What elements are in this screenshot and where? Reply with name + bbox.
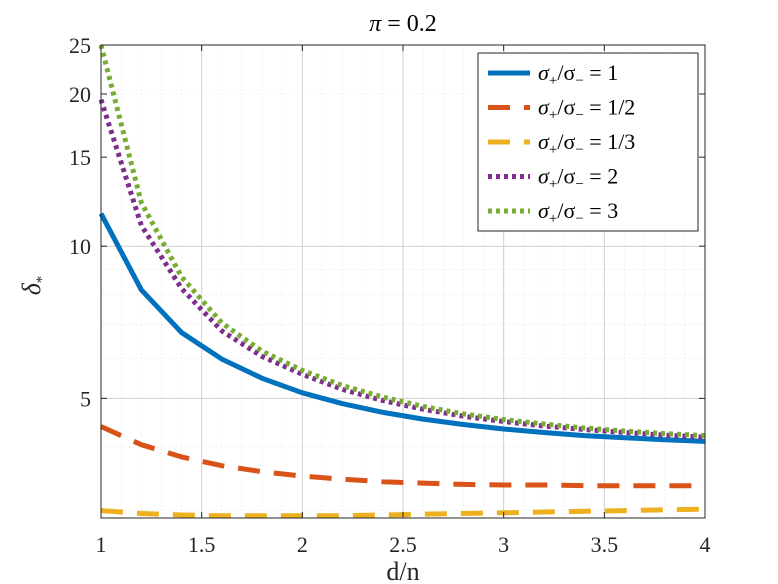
legend-label-5: σ+/σ− = 3	[538, 198, 618, 227]
series-line-4	[98, 98, 706, 440]
legend-label-3: σ+/σ− = 1/3	[538, 129, 635, 158]
y-tick-label: 25	[69, 33, 91, 58]
x-tick-label: 1.5	[188, 532, 216, 557]
x-tick-label: 4	[700, 532, 711, 557]
y-axis-label-subscript: *	[34, 276, 50, 284]
legend-label-4: σ+/σ− = 2	[538, 164, 618, 193]
title-symbol: π	[369, 11, 382, 37]
y-tick-label: 5	[80, 386, 91, 411]
y-tick-label: 20	[69, 82, 91, 107]
legend-box	[477, 52, 699, 232]
y-axis-label: δ*	[17, 276, 50, 296]
y-tick-label: 15	[69, 145, 91, 170]
axis-ticks: 1 1.5 2 2.5 3 3.5 4 5 10 15 20 25	[69, 33, 711, 557]
series-line-5	[98, 44, 706, 439]
series-line-1	[98, 212, 706, 444]
series-line-2	[99, 424, 705, 489]
x-tick-label: 2	[297, 532, 308, 557]
grid	[100, 45, 706, 518]
x-tick-label: 3.5	[591, 532, 619, 557]
chart-title: π = 0.2	[369, 11, 437, 37]
x-axis-label: d/n	[386, 557, 419, 584]
legend: σ+/σ− = 1 σ+/σ− = 1/2 σ+/σ− = 1/3 σ+/σ− = 2…	[477, 52, 699, 232]
x-tick-label: 3	[498, 532, 509, 557]
svg-text:δ*: δ*	[17, 276, 50, 296]
legend-label-2: σ+/σ− = 1/2	[538, 95, 635, 124]
title-value: = 0.2	[381, 11, 437, 37]
y-axis-label-symbol: δ	[17, 282, 46, 295]
x-tick-label: 1	[96, 532, 107, 557]
y-tick-label: 10	[69, 234, 91, 259]
x-tick-label: 2.5	[389, 532, 417, 557]
legend-label-1: σ+/σ− = 1	[538, 60, 618, 89]
